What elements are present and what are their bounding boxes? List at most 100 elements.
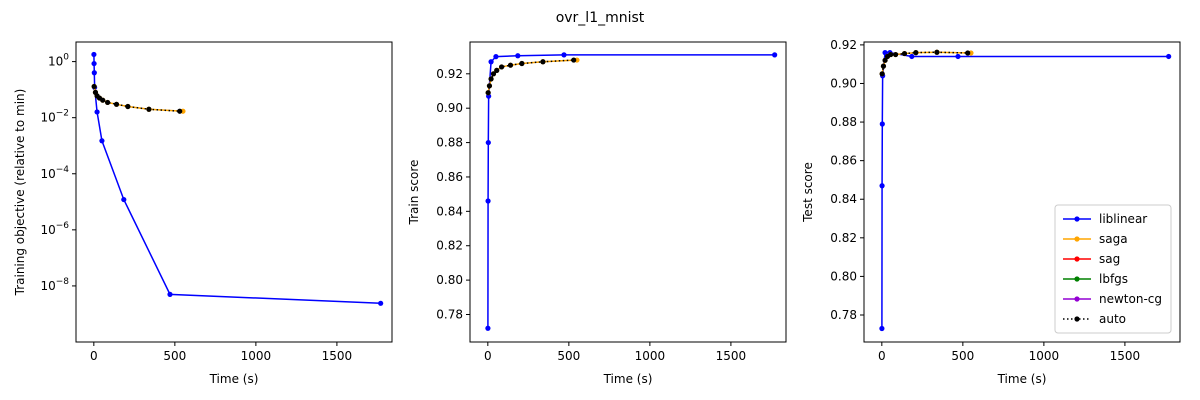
legend-marker-auto (1074, 316, 1080, 322)
x-tick-label: 0 (484, 349, 492, 363)
x-axis-label: Time (s) (603, 372, 653, 386)
legend-marker-saga (1074, 236, 1080, 242)
series-line-saga (93, 86, 183, 112)
y-tick-label: 0.86 (436, 170, 463, 184)
data-point-auto (494, 67, 500, 73)
y-tick-label: 0.92 (830, 38, 857, 52)
data-point-liblinear (485, 198, 491, 204)
data-point-liblinear (561, 52, 567, 58)
data-point-auto (934, 49, 940, 55)
series-line-liblinear (487, 54, 775, 329)
data-point-auto (146, 106, 152, 112)
y-tick-label: 0.82 (436, 239, 463, 253)
chart-panels: 0 500 1000 1500 10−8 10−6 10−4 10−2 100 Time (s) T… (13, 38, 1181, 386)
data-point-liblinear (378, 300, 384, 306)
series-line-liblinear (93, 54, 381, 305)
data-point-liblinear (485, 139, 491, 146)
data-point-auto (901, 50, 908, 57)
data-point-auto (125, 103, 131, 110)
data-point-auto (499, 64, 505, 70)
data-point-liblinear (485, 325, 491, 331)
data-point-liblinear (879, 183, 885, 189)
data-point-liblinear (955, 53, 961, 60)
y-tick-label: 0.80 (436, 273, 463, 287)
y-tick-label: 0.84 (436, 204, 463, 218)
x-tick-label: 1500 (716, 349, 747, 363)
x-tick-label: 1000 (635, 349, 666, 363)
y-tick-label: 10−6 (40, 221, 69, 237)
data-point-auto (571, 57, 577, 63)
series-line-auto (93, 86, 180, 112)
data-point-auto (913, 50, 919, 56)
data-point-liblinear (1166, 53, 1172, 60)
chart-panel-2: 0 500 1000 1500 0.78 0.80 0.82 0.84 0.86 0.88 0.90… (407, 41, 787, 386)
axes-frame (863, 41, 1181, 343)
legend-marker-newton-cg (1074, 296, 1080, 302)
figure-title: ovr_l1_mnist (556, 10, 645, 26)
axes-frame (75, 41, 393, 343)
data-point-auto (893, 51, 899, 58)
data-point-liblinear (91, 60, 97, 67)
data-point-liblinear (515, 53, 521, 59)
data-point-liblinear (882, 50, 888, 56)
data-point-auto (91, 83, 97, 90)
plot-area (879, 49, 1172, 332)
data-point-liblinear (94, 109, 100, 115)
y-tick-label: 10−8 (40, 277, 69, 293)
y-tick-label: 0.80 (830, 269, 857, 283)
chart-panel-3: 0 500 1000 1500 0.78 0.80 0.82 0.84 0.86 0.88 0.90… (801, 38, 1181, 386)
data-point-auto (488, 76, 494, 82)
y-tick-label: 0.90 (830, 76, 857, 90)
y-axis-label: Training objective (relative to min) (13, 89, 27, 297)
data-point-auto (113, 101, 120, 107)
y-tick-label: 0.82 (830, 231, 857, 245)
data-point-liblinear (879, 121, 885, 127)
legend-label-newton-cg: newton-cg (1099, 292, 1162, 306)
x-tick-label: 0 (878, 349, 886, 363)
data-point-auto (540, 59, 546, 65)
y-tick-label: 0.78 (830, 308, 857, 322)
y-tick-label: 10−2 (40, 109, 69, 125)
x-tick-label: 1500 (1110, 349, 1141, 363)
data-point-liblinear (488, 59, 494, 65)
chart-panel-1: 0 500 1000 1500 10−8 10−6 10−4 10−2 100 Time (s) T… (13, 41, 393, 386)
data-point-auto (485, 90, 491, 96)
y-tick-label: 0.78 (436, 307, 463, 321)
x-tick-label: 500 (163, 349, 186, 363)
x-axis-label: Time (s) (997, 372, 1047, 386)
data-point-liblinear (91, 70, 97, 76)
data-point-auto (100, 97, 106, 103)
data-point-auto (177, 108, 183, 114)
data-point-auto (965, 50, 971, 56)
data-point-auto (486, 83, 493, 89)
y-axis-label: Train score (407, 160, 421, 226)
data-point-liblinear (121, 196, 127, 203)
legend-marker-sag (1074, 256, 1080, 262)
legend: liblinear saga sag lbfgs newton-cg auto (1054, 204, 1172, 334)
legend-label-saga: saga (1099, 232, 1128, 246)
legend-label-liblinear: liblinear (1099, 212, 1147, 226)
y-tick-label: 0.84 (830, 192, 857, 206)
legend-label-auto: auto (1099, 312, 1126, 326)
y-tick-label: 0.86 (830, 154, 857, 168)
y-tick-label: 0.88 (830, 115, 857, 129)
data-point-auto (507, 62, 514, 68)
axes-frame (469, 41, 787, 343)
x-tick-label: 0 (90, 349, 98, 363)
data-point-auto (888, 51, 894, 58)
x-tick-label: 500 (557, 349, 580, 363)
x-tick-label: 1000 (241, 349, 272, 363)
y-tick-label: 0.88 (436, 136, 463, 150)
y-tick-label: 0.92 (436, 67, 463, 81)
x-axis-label: Time (s) (209, 372, 259, 386)
data-point-liblinear (91, 51, 97, 58)
data-point-auto (105, 99, 111, 106)
plot-area (485, 52, 778, 331)
data-point-liblinear (493, 54, 499, 60)
data-point-liblinear (909, 53, 915, 60)
data-point-liblinear (879, 325, 885, 332)
x-tick-label: 1500 (322, 349, 353, 363)
data-point-auto (879, 71, 885, 77)
y-tick-label: 10−4 (40, 165, 69, 181)
